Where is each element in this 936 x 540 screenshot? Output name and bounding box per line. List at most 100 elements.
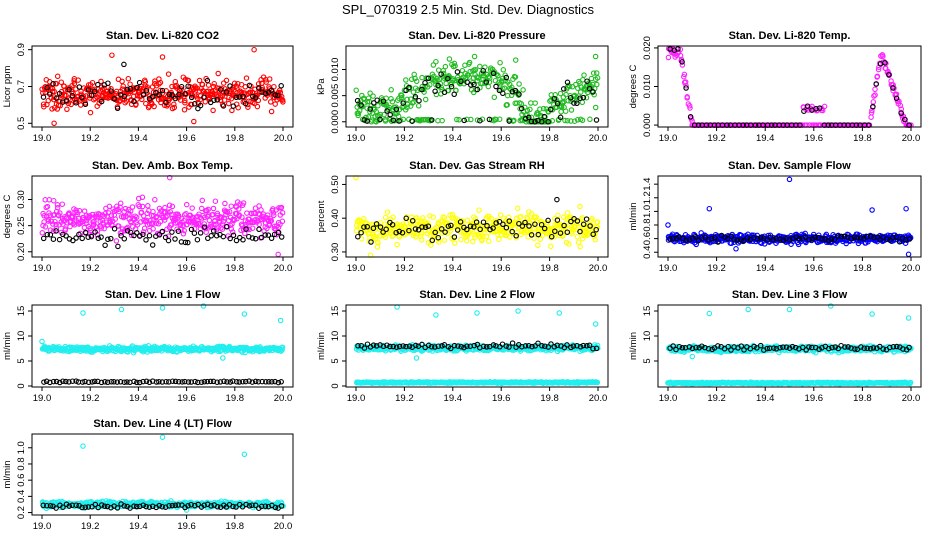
point-mean — [873, 81, 879, 87]
point-all — [118, 306, 125, 313]
point-mean — [438, 71, 444, 77]
point-all — [122, 205, 129, 212]
point-all — [476, 74, 482, 81]
point-all — [419, 74, 425, 81]
point-mean — [374, 97, 380, 103]
point-all — [535, 242, 541, 249]
point-all — [502, 77, 508, 84]
point-mean — [98, 98, 105, 105]
point-all — [179, 91, 186, 97]
point-mean — [111, 226, 118, 232]
point-all — [471, 53, 478, 60]
point-all — [485, 238, 492, 244]
point-all — [880, 53, 886, 60]
plot-frame — [345, 45, 609, 128]
point-mean — [108, 88, 114, 94]
point-all — [440, 70, 447, 77]
point-mean — [448, 83, 455, 90]
point-all — [516, 81, 522, 87]
point-mean — [63, 97, 70, 104]
point-mean — [191, 230, 198, 236]
point-all — [267, 99, 274, 105]
x-tick-label: 19.4 — [129, 263, 148, 274]
point-mean — [516, 91, 522, 97]
x-tick-label: 19.2 — [395, 393, 414, 404]
point-all — [41, 213, 47, 219]
point-all — [40, 101, 47, 107]
point-all — [427, 82, 433, 88]
point-mean — [76, 84, 83, 90]
y-tick-label: 0.20 — [16, 243, 27, 262]
point-all — [868, 110, 875, 116]
data-points — [665, 45, 914, 128]
point-mean — [590, 89, 596, 95]
point-all — [71, 80, 78, 87]
point-mean — [371, 100, 377, 106]
point-all — [733, 246, 739, 252]
point-mean — [419, 86, 425, 93]
y-tick-label: 0.5 — [16, 117, 27, 130]
point-mean — [384, 108, 390, 114]
point-all — [145, 203, 151, 209]
point-mean — [554, 196, 560, 203]
x-tick-label: 19.2 — [395, 263, 414, 274]
point-mean — [121, 236, 128, 242]
point-all — [469, 238, 476, 245]
point-mean — [240, 93, 246, 100]
x-tick-label: 19.8 — [540, 133, 559, 144]
point-all — [134, 221, 141, 228]
point-all — [458, 236, 464, 243]
point-all — [109, 221, 115, 228]
point-all — [534, 110, 540, 116]
point-all — [581, 72, 587, 78]
point-all — [528, 100, 534, 106]
point-all — [435, 117, 441, 124]
panel-3: Stan. Dev. Li-820 Temp.degrees C19.0 19.2… — [628, 30, 922, 144]
point-all — [165, 209, 171, 215]
point-mean — [88, 92, 95, 98]
point-all — [389, 98, 396, 105]
x-tick-label: 19.0 — [347, 263, 366, 274]
point-mean — [82, 101, 89, 108]
point-all — [123, 98, 130, 104]
point-all — [452, 240, 458, 246]
point-all — [166, 202, 173, 209]
point-all — [39, 338, 45, 345]
point-mean — [278, 83, 284, 89]
point-all — [165, 71, 172, 77]
x-tick-label: 19.4 — [129, 393, 148, 404]
point-all — [128, 97, 135, 104]
point-all — [433, 58, 439, 65]
point-mean — [557, 114, 564, 121]
point-all — [54, 73, 61, 80]
point-mean — [354, 97, 361, 104]
point-mean — [445, 75, 451, 82]
y-tick-label: 10 — [330, 331, 341, 342]
point-mean — [358, 102, 364, 108]
x-tick-label: 20.0 — [589, 133, 608, 144]
point-mean — [801, 108, 807, 114]
point-all — [548, 243, 554, 250]
x-tick-label: 19.6 — [177, 263, 196, 274]
point-all — [410, 89, 417, 95]
x-tick-label: 19.8 — [853, 133, 872, 144]
point-mean — [134, 84, 140, 91]
point-all — [355, 110, 362, 117]
point-all — [587, 116, 593, 123]
point-all — [169, 211, 175, 218]
point-all — [114, 203, 120, 210]
point-all — [53, 225, 60, 232]
point-mean — [451, 91, 457, 98]
point-all — [577, 203, 583, 210]
point-all — [686, 103, 693, 109]
point-all — [415, 103, 422, 109]
point-all — [872, 92, 878, 98]
point-mean — [390, 117, 397, 124]
y-tick-label: 0.25 — [16, 216, 27, 235]
point-all — [404, 96, 410, 103]
point-all — [244, 210, 250, 216]
point-mean — [47, 232, 54, 238]
